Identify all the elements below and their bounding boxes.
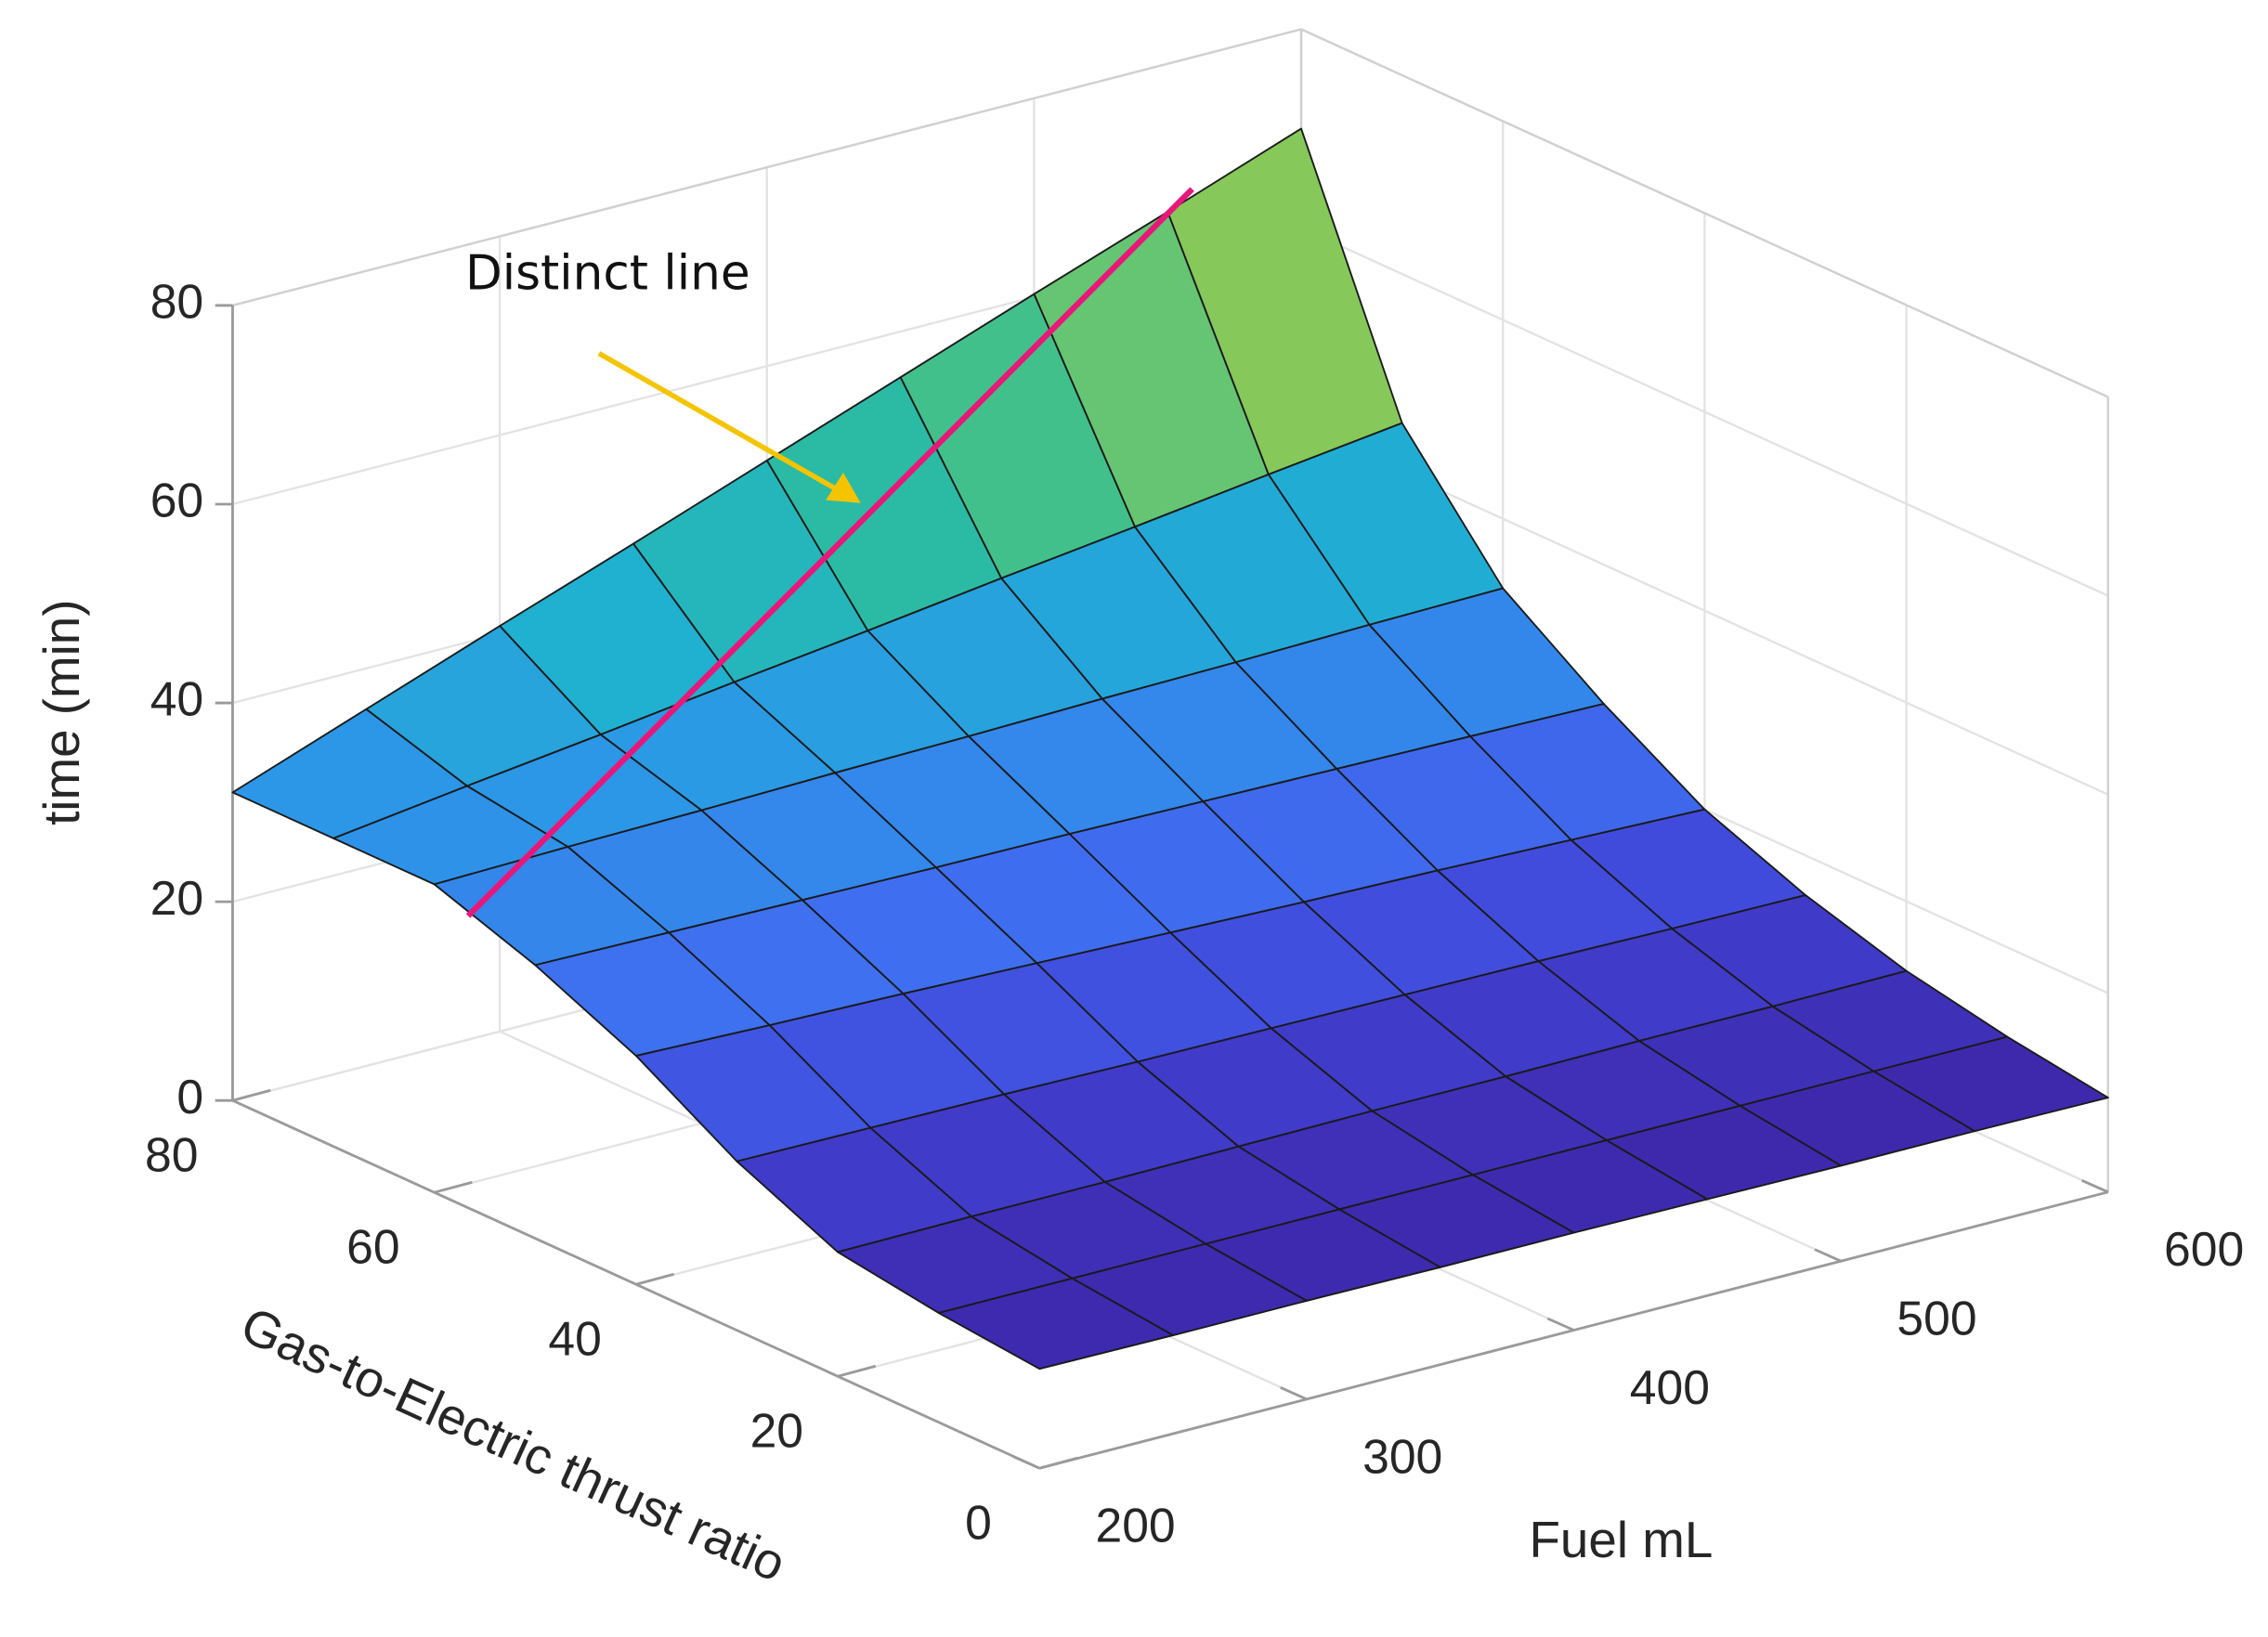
x-tick [2081, 1178, 2109, 1194]
surface-patch [937, 1277, 1175, 1371]
y-tick-label: 40 [548, 1311, 601, 1365]
y-tick [837, 1364, 877, 1378]
x-tick-label: 400 [1630, 1360, 1710, 1414]
x-tick-label: 200 [1095, 1499, 1175, 1553]
y-tick [1038, 1456, 1078, 1470]
annotation-arrow [597, 351, 842, 494]
y-tick [635, 1272, 674, 1286]
y-axis-title: Gas-to-Electric thrust ratio [233, 1295, 795, 1592]
z-axis-title: time (min) [33, 600, 90, 825]
z-tick-label: 80 [150, 275, 203, 329]
x-axis-title: Fuel mL [1529, 1511, 1713, 1568]
z-tick-label: 20 [150, 871, 203, 925]
z-tick-label: 0 [176, 1070, 203, 1124]
y-tick-label: 0 [965, 1495, 992, 1549]
x-tick [1814, 1248, 1842, 1263]
y-tick-label: 60 [346, 1219, 399, 1273]
y-tick [232, 1088, 271, 1102]
box-edge [1300, 28, 2109, 398]
distinct-line [465, 187, 1194, 918]
x-tick [1546, 1317, 1575, 1332]
annotation-text: Distinct line [465, 246, 750, 302]
grid-line [1300, 227, 2109, 597]
z-tick-label: 60 [150, 474, 203, 527]
x-tick-label: 300 [1362, 1429, 1442, 1483]
x-tick [1280, 1386, 1308, 1401]
x-tick-label: 600 [2164, 1222, 2244, 1276]
x-tick-label: 500 [1897, 1292, 1976, 1345]
z-tick-label: 40 [150, 672, 203, 726]
box-edge [232, 28, 1302, 307]
y-tick [434, 1180, 473, 1194]
arrow-head [826, 472, 861, 503]
y-tick-label: 80 [145, 1127, 198, 1181]
x-tick [1012, 1455, 1040, 1470]
surface [231, 127, 2109, 1371]
y-tick-label: 20 [750, 1403, 803, 1457]
